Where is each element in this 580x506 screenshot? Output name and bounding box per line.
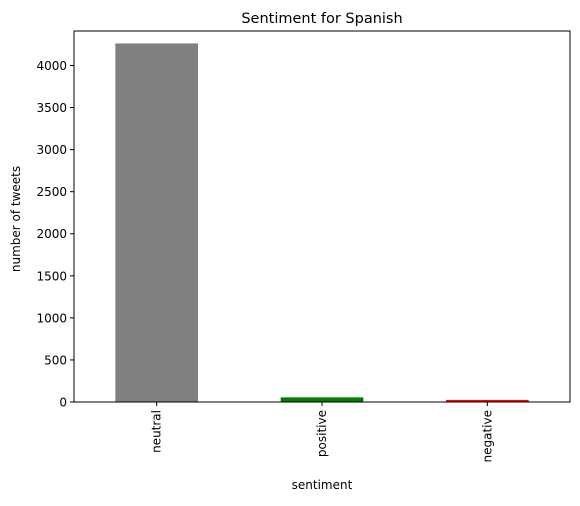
bar-neutral <box>115 43 198 402</box>
y-tick-label-2000: 2000 <box>36 227 67 241</box>
y-tick-label-3000: 3000 <box>36 143 67 157</box>
plot-area: 0 500 1000 1500 2000 2500 3000 3500 4000 neutral p… <box>36 30 571 462</box>
x-tick-label-positive: positive <box>315 410 329 457</box>
x-tick-label-neutral: neutral <box>150 410 164 453</box>
y-tick-label-1500: 1500 <box>36 269 67 283</box>
y-axis-label: number of tweets <box>9 166 23 272</box>
y-tick-label-500: 500 <box>44 353 67 367</box>
x-axis-label: sentiment <box>292 478 353 492</box>
bar-positive <box>280 397 364 402</box>
y-tick-label-3500: 3500 <box>36 101 67 115</box>
chart-title: Sentiment for Spanish <box>241 11 402 27</box>
y-tick-label-4000: 4000 <box>36 59 67 73</box>
x-tick-label-negative: negative <box>480 410 494 462</box>
y-tick-label-2500: 2500 <box>36 185 67 199</box>
y-tick-label-0: 0 <box>59 396 67 410</box>
bar-negative <box>446 399 529 402</box>
y-tick-label-1000: 1000 <box>36 311 67 325</box>
